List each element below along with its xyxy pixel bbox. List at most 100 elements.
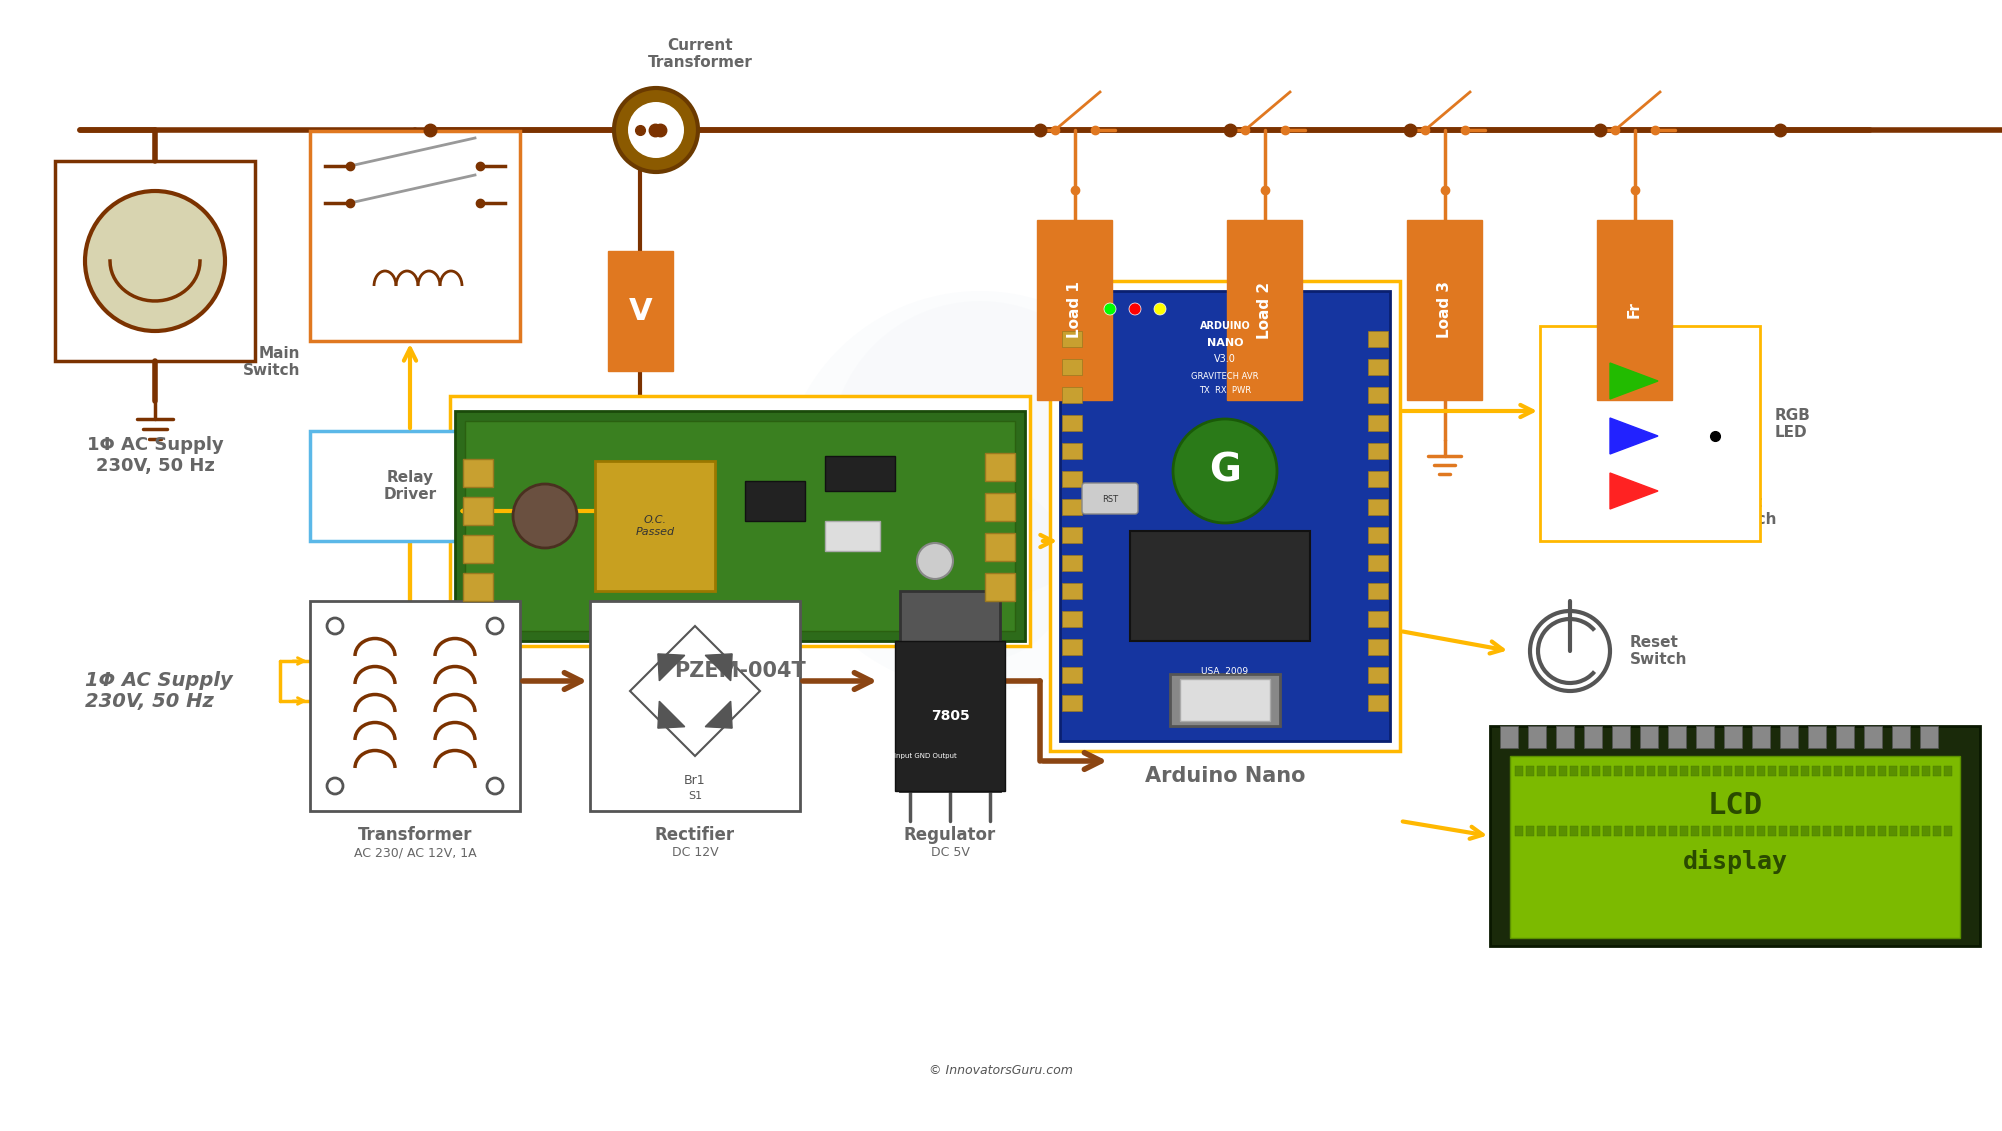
FancyBboxPatch shape — [1367, 331, 1387, 347]
FancyBboxPatch shape — [1612, 726, 1630, 748]
Bar — [1790, 766, 1798, 776]
Bar — [1538, 766, 1546, 776]
Text: Arduino Nano: Arduino Nano — [1145, 766, 1305, 786]
Bar — [1516, 766, 1524, 776]
FancyBboxPatch shape — [1061, 387, 1081, 403]
Bar — [1900, 766, 1908, 776]
Bar — [1570, 766, 1578, 776]
Bar — [1714, 826, 1722, 836]
Circle shape — [629, 102, 685, 158]
Bar — [1582, 766, 1590, 776]
FancyBboxPatch shape — [1169, 674, 1279, 726]
Text: Rectifier: Rectifier — [655, 826, 735, 844]
Bar — [1670, 766, 1678, 776]
Text: NANO: NANO — [1207, 338, 1243, 348]
FancyBboxPatch shape — [1367, 696, 1387, 711]
Text: PZEM-004T: PZEM-004T — [675, 661, 807, 681]
Text: AC 230/ AC 12V, 1A: AC 230/ AC 12V, 1A — [354, 846, 476, 860]
FancyBboxPatch shape — [1059, 291, 1389, 741]
Bar — [1736, 766, 1744, 776]
Text: Fr: Fr — [1628, 302, 1642, 319]
Bar — [1604, 766, 1612, 776]
Bar — [1692, 766, 1700, 776]
Bar — [1878, 766, 1886, 776]
FancyBboxPatch shape — [985, 533, 1015, 561]
FancyBboxPatch shape — [1864, 726, 1882, 748]
FancyBboxPatch shape — [895, 641, 1005, 791]
FancyBboxPatch shape — [1367, 387, 1387, 403]
FancyBboxPatch shape — [1367, 582, 1387, 599]
FancyBboxPatch shape — [825, 521, 881, 551]
Bar — [1912, 826, 1920, 836]
Bar — [1560, 766, 1568, 776]
Polygon shape — [659, 654, 685, 681]
Circle shape — [1103, 303, 1115, 316]
Bar — [1592, 826, 1600, 836]
Text: Transformer: Transformer — [358, 826, 472, 844]
FancyBboxPatch shape — [1061, 527, 1081, 543]
FancyBboxPatch shape — [1367, 527, 1387, 543]
Bar — [1692, 826, 1700, 836]
FancyBboxPatch shape — [1049, 280, 1399, 751]
Circle shape — [615, 88, 699, 172]
Circle shape — [84, 191, 224, 331]
FancyBboxPatch shape — [1037, 221, 1111, 400]
FancyBboxPatch shape — [1367, 470, 1387, 487]
Bar — [1626, 766, 1634, 776]
FancyBboxPatch shape — [454, 411, 1025, 641]
FancyBboxPatch shape — [1540, 326, 1760, 541]
FancyBboxPatch shape — [985, 493, 1015, 521]
Bar — [1648, 766, 1656, 776]
Bar — [1878, 826, 1886, 836]
Bar — [1714, 766, 1722, 776]
Bar — [1548, 766, 1556, 776]
FancyBboxPatch shape — [1752, 726, 1770, 748]
Text: Regulator: Regulator — [903, 826, 997, 844]
Bar — [1724, 826, 1732, 836]
FancyBboxPatch shape — [1724, 726, 1742, 748]
Bar — [1526, 766, 1534, 776]
Text: RGB
LED: RGB LED — [1776, 408, 1812, 440]
Bar — [1824, 766, 1832, 776]
Text: Main
Switch: Main Switch — [242, 346, 300, 379]
Text: S1: S1 — [689, 791, 703, 801]
Circle shape — [1129, 303, 1141, 316]
FancyBboxPatch shape — [1696, 726, 1714, 748]
Bar — [1614, 826, 1622, 836]
Bar — [1868, 766, 1876, 776]
FancyBboxPatch shape — [1367, 359, 1387, 375]
Bar — [1944, 766, 1952, 776]
Bar — [1592, 766, 1600, 776]
FancyBboxPatch shape — [1061, 331, 1081, 347]
Circle shape — [513, 484, 577, 549]
Circle shape — [831, 301, 1129, 601]
Bar — [1636, 826, 1644, 836]
FancyBboxPatch shape — [1061, 611, 1081, 627]
Circle shape — [326, 778, 342, 794]
FancyBboxPatch shape — [1808, 726, 1826, 748]
Text: V: V — [629, 296, 653, 326]
Bar — [1582, 826, 1590, 836]
FancyBboxPatch shape — [1668, 726, 1686, 748]
Text: TX  RX  PWR: TX RX PWR — [1199, 386, 1251, 395]
Bar — [1626, 826, 1634, 836]
Polygon shape — [1610, 418, 1658, 454]
Bar — [1614, 766, 1622, 776]
Bar — [1912, 766, 1920, 776]
Bar — [1604, 826, 1612, 836]
Bar — [1824, 826, 1832, 836]
Bar — [1548, 826, 1556, 836]
Circle shape — [781, 291, 1179, 691]
Circle shape — [486, 618, 503, 634]
FancyBboxPatch shape — [901, 592, 1001, 791]
FancyBboxPatch shape — [1407, 221, 1481, 400]
Text: ARDUINO: ARDUINO — [1199, 321, 1251, 331]
FancyBboxPatch shape — [609, 251, 673, 371]
FancyBboxPatch shape — [985, 454, 1015, 481]
Bar — [1516, 826, 1524, 836]
Bar — [1922, 766, 1930, 776]
FancyBboxPatch shape — [1367, 639, 1387, 655]
FancyBboxPatch shape — [1081, 483, 1137, 513]
FancyBboxPatch shape — [462, 497, 492, 525]
Bar — [1834, 766, 1842, 776]
